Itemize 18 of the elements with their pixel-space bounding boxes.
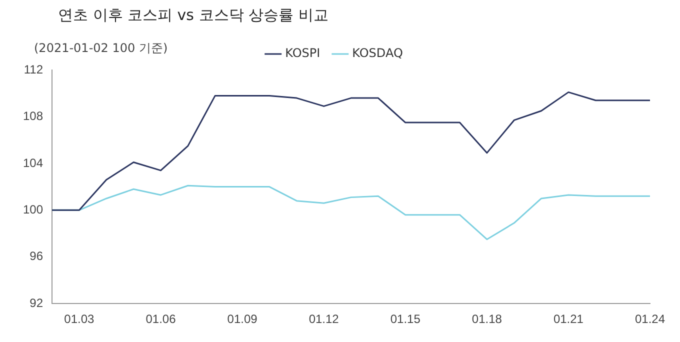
y-tick-label: 112 (24, 62, 44, 76)
x-tick-label: 01.09 (227, 312, 258, 326)
x-tick-label: 01.03 (64, 312, 95, 326)
y-tick-label: 92 (30, 296, 44, 310)
x-tick-label: 01.24 (634, 312, 666, 326)
y-tick-label: 104 (22, 156, 44, 170)
x-tick-label: 01.06 (146, 312, 176, 326)
legend-label: KOSPI (285, 46, 320, 60)
legend-label: KOSDAQ (352, 46, 403, 60)
y-tick-label: 100 (22, 202, 44, 216)
x-tick-label: 01.18 (472, 312, 502, 326)
y-tick-label: 96 (30, 249, 44, 264)
x-tick-label: 01.15 (390, 312, 421, 326)
x-tick-label: 01.12 (308, 312, 340, 326)
y-axis-title: (2021-01-02 100 기준) (34, 40, 168, 57)
chart-title: 연초 이후 코스피 vs 코스닥 상승률 비교 (58, 6, 328, 25)
x-tick-label: 01.21 (553, 312, 584, 326)
y-tick-label: 108 (22, 109, 44, 124)
